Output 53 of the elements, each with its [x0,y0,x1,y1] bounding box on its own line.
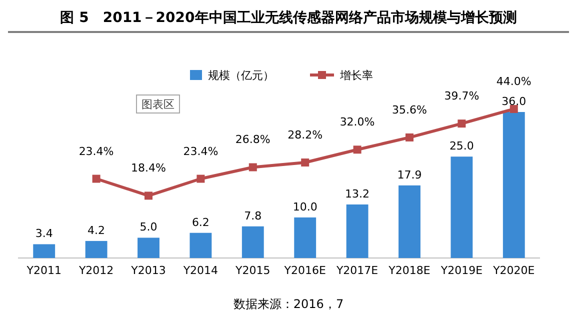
legend-label: 规模（亿元） [208,69,274,82]
point [144,192,152,200]
x-tick-label: Y2014 [182,264,218,277]
point [353,146,362,154]
bar [450,156,473,258]
data-label: 3.4 [35,227,53,240]
data-label: 35.6% [392,103,427,116]
data-label: 6.2 [192,216,210,229]
source-note: 数据来源：2016，7 [233,297,344,311]
bar [294,217,316,258]
data-label: 23.4% [183,144,218,158]
bar [85,240,108,258]
data-label: 23.4% [78,144,114,158]
chart-title: 图 5 2011－2020年中国工业无线传感器网络产品市场规模与增长预测 [60,9,517,26]
point [301,158,310,167]
text: 图表区 [142,98,174,111]
data-label: 26.8% [235,133,270,146]
bar [190,232,212,258]
x-tick-label: Y2017E [335,264,378,277]
data-label: 4.2 [88,224,106,237]
data-label: 10.0 [292,200,318,214]
x-tick-label: Y2016E [283,264,326,277]
bar [398,185,420,258]
x-tick-label: Y2018E [388,264,430,277]
data-label: 13.2 [345,187,370,200]
x-tick-label: Y2011 [26,264,62,277]
bar [242,226,264,258]
data-label: 28.2% [288,128,323,142]
data-label: 32.0% [340,116,375,129]
legend-label: 增长率 [339,69,373,82]
bar [502,112,525,258]
x-tick-label: Y2012 [78,264,114,277]
bar [346,204,368,258]
data-label: 5.0 [140,220,158,234]
x-tick-label: Y2015 [234,264,270,277]
data-label: 18.4% [131,162,166,175]
bar [33,244,56,258]
point [196,174,205,183]
data-label: 36.0 [502,95,526,108]
bar [138,238,160,258]
data-label: 44.0% [496,75,532,88]
point [510,105,518,113]
point [248,163,257,172]
x-tick-label: Y2019E [440,264,483,277]
x-tick-label: Y2020E [492,264,535,277]
x-tick-label: Y2013 [130,264,166,277]
point [458,120,466,128]
data-label: 17.9 [397,168,422,182]
data-label: 7.8 [244,209,262,222]
point [406,133,414,142]
point [92,174,100,183]
data-label: 25.0 [449,140,474,153]
data-label: 39.7% [444,90,480,103]
